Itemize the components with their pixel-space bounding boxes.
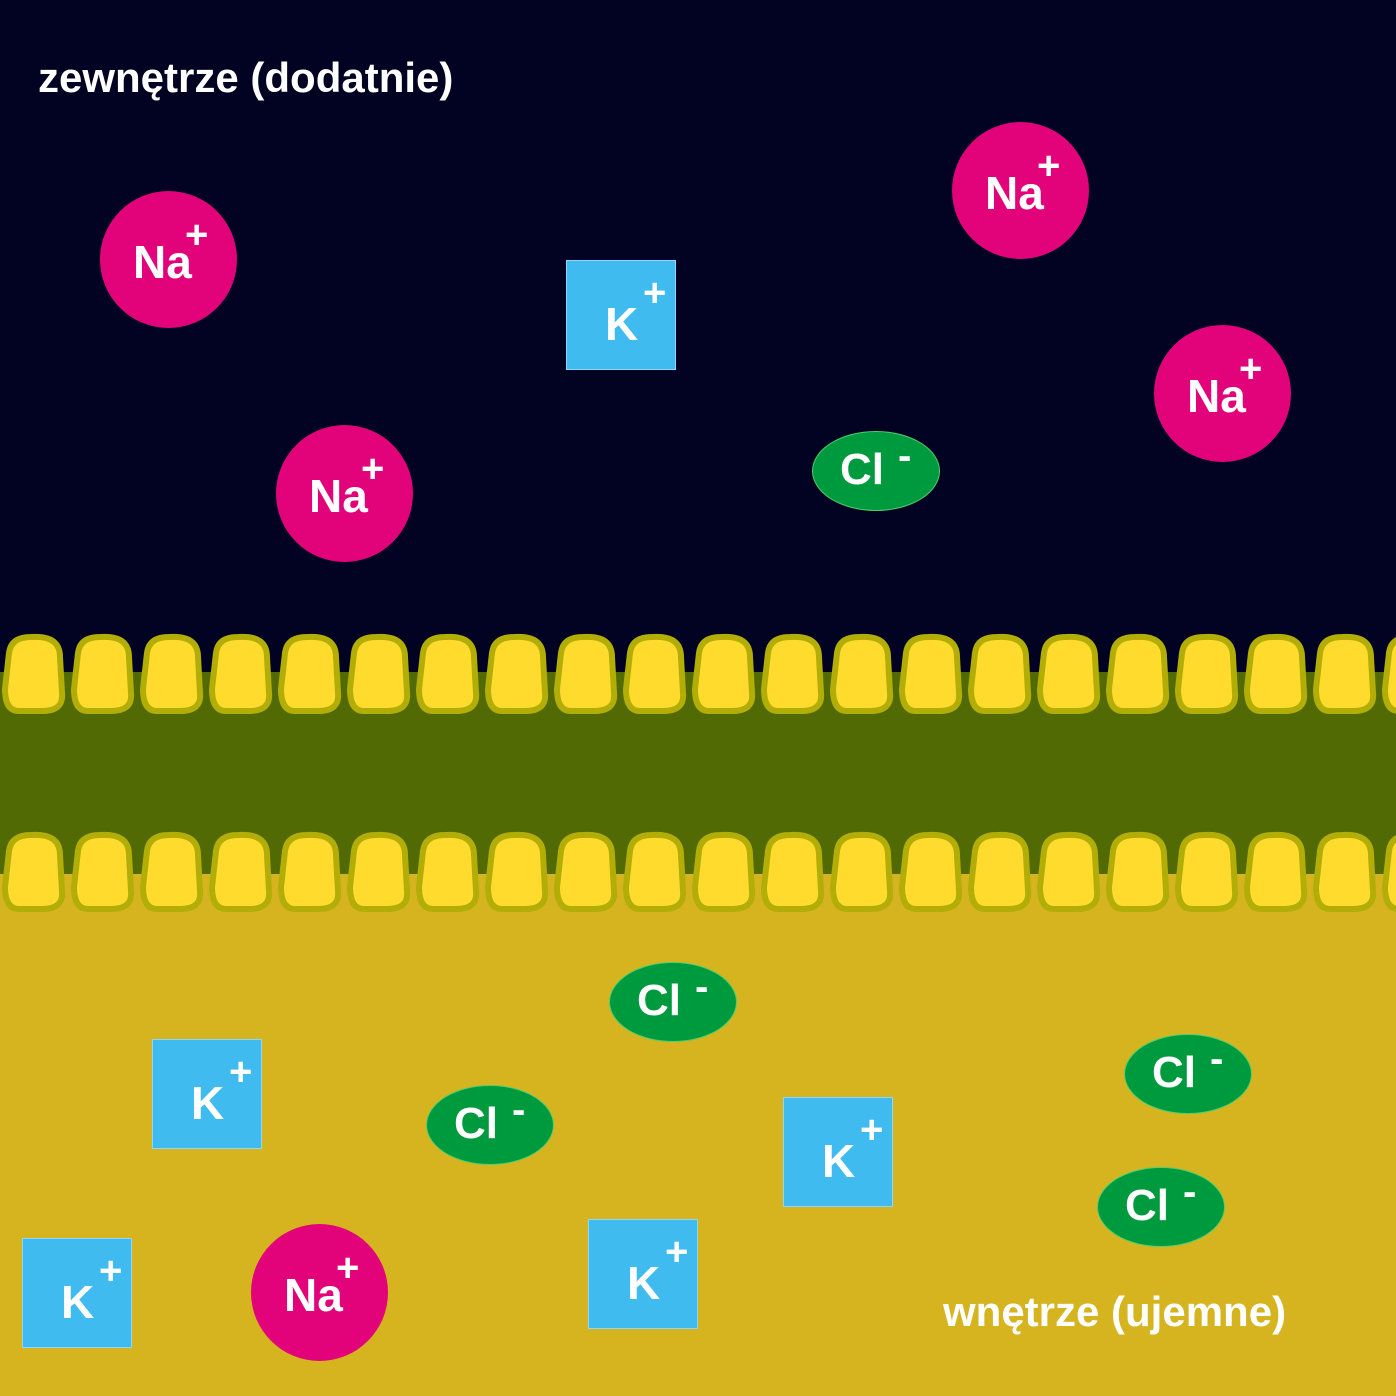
ion-symbol: Cl [840,445,884,494]
chloride-ion: Cl - [812,431,940,511]
phospholipid-head [1036,633,1101,714]
phospholipid-head [691,831,756,912]
potassium-ion: K + [152,1039,262,1149]
inside-label: wnętrze (ujemne) [943,1288,1287,1335]
ion-symbol: Cl [454,1099,498,1148]
chloride-ion: Cl - [1124,1034,1252,1114]
phospholipid-head [70,831,135,912]
phospholipid-heads-inner [1,831,1396,912]
phospholipid-head [277,831,342,912]
ion-charge: + [99,1249,123,1293]
ion-charge: - [898,434,912,478]
phospholipid-head [691,633,756,714]
phospholipid-head [1,633,66,714]
phospholipid-head [1381,835,1396,912]
phospholipid-head [484,633,549,714]
phospholipid-head [829,633,894,714]
ion-symbol: Na [985,167,1044,219]
ion-charge: + [1037,144,1061,188]
ion-charge: + [860,1108,884,1152]
ion-charge: + [1239,347,1263,391]
ion-charge: + [361,447,385,491]
ion-charge: + [643,271,667,315]
phospholipid-head [553,831,618,912]
extracellular-region [0,0,1396,672]
ion-charge: - [512,1088,526,1132]
ion-symbol: Na [1187,370,1246,422]
phospholipid-head [1243,633,1308,714]
phospholipid-head [346,831,411,912]
phospholipid-head [1174,831,1239,912]
phospholipid-heads-outer [1,633,1396,714]
ion-charge: - [695,965,709,1009]
outside-label: zewnętrze (dodatnie) [38,54,454,101]
ion-charge: - [1183,1170,1197,1214]
phospholipid-head [1036,831,1101,912]
phospholipid-head [898,831,963,912]
ion-symbol: K [627,1257,661,1309]
phospholipid-head [208,831,273,912]
sodium-ion: Na + [276,425,413,562]
ion-symbol: K [605,298,639,350]
phospholipid-head [1312,633,1377,714]
chloride-ion: Cl - [1097,1167,1225,1247]
phospholipid-head [139,633,204,714]
potassium-ion: K + [588,1219,698,1329]
ion-charge: + [185,213,209,257]
phospholipid-head [139,831,204,912]
phospholipid-head [277,633,342,714]
ion-charge: + [229,1050,253,1094]
sodium-ion: Na + [1154,325,1291,462]
phospholipid-head [1174,633,1239,714]
phospholipid-head [415,633,480,714]
phospholipid-head [967,633,1032,714]
chloride-ion: Cl - [609,962,737,1042]
ion-charge: + [336,1246,360,1290]
sodium-ion: Na + [100,191,237,328]
phospholipid-head [898,633,963,714]
phospholipid-head [760,633,825,714]
potassium-ion: K + [22,1238,132,1348]
potassium-ion: K + [783,1097,893,1207]
ion-symbol: K [191,1077,225,1129]
phospholipid-head [1,831,66,912]
phospholipid-head [760,831,825,912]
phospholipid-head [415,831,480,912]
sodium-ion: Na + [952,122,1089,259]
phospholipid-head [1243,831,1308,912]
ion-symbol: Cl [637,976,681,1025]
ion-symbol: Cl [1152,1048,1196,1097]
phospholipid-head [484,831,549,912]
phospholipid-head [70,633,135,714]
potassium-ion: K + [566,260,676,370]
phospholipid-head [622,831,687,912]
ion-symbol: Cl [1125,1181,1169,1230]
phospholipid-head [208,633,273,714]
ion-symbol: Na [133,236,192,288]
ion-charge: + [665,1230,689,1274]
ion-symbol: K [61,1276,95,1328]
ion-charge: - [1210,1037,1224,1081]
ion-symbol: Na [309,470,368,522]
chloride-ion: Cl - [426,1085,554,1165]
phospholipid-head [829,831,894,912]
ion-symbol: Na [284,1269,343,1321]
phospholipid-head [967,831,1032,912]
phospholipid-head [1105,831,1170,912]
phospholipid-head [622,633,687,714]
phospholipid-head [1381,637,1396,714]
phospholipid-head [1312,831,1377,912]
phospholipid-head [346,633,411,714]
sodium-ion: Na + [251,1224,388,1361]
ion-symbol: K [822,1135,856,1187]
phospholipid-head [1105,633,1170,714]
phospholipid-head [553,633,618,714]
